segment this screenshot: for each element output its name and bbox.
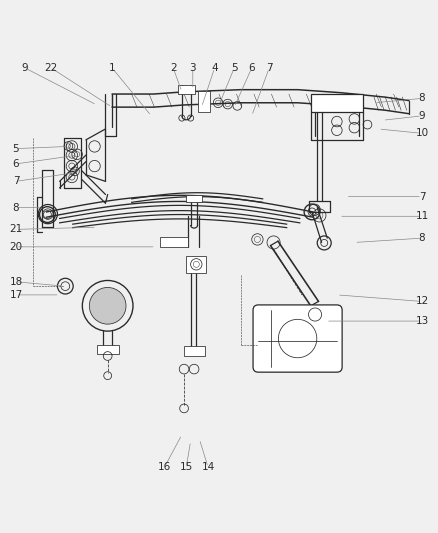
Text: 22: 22 bbox=[44, 63, 57, 73]
Circle shape bbox=[90, 288, 125, 323]
Text: 1: 1 bbox=[109, 63, 115, 73]
FancyBboxPatch shape bbox=[160, 237, 188, 247]
FancyBboxPatch shape bbox=[97, 345, 119, 354]
FancyBboxPatch shape bbox=[311, 94, 363, 111]
FancyBboxPatch shape bbox=[177, 85, 195, 94]
Text: 18: 18 bbox=[9, 277, 23, 287]
Text: 2: 2 bbox=[170, 63, 177, 73]
Text: 6: 6 bbox=[13, 159, 19, 169]
Text: 14: 14 bbox=[201, 462, 215, 472]
Text: 7: 7 bbox=[13, 176, 19, 187]
Text: 15: 15 bbox=[180, 462, 193, 472]
Text: 21: 21 bbox=[9, 224, 23, 235]
FancyBboxPatch shape bbox=[253, 305, 342, 372]
Text: 11: 11 bbox=[415, 211, 429, 221]
Text: 4: 4 bbox=[211, 63, 218, 73]
FancyBboxPatch shape bbox=[198, 91, 210, 111]
Text: 13: 13 bbox=[415, 316, 429, 326]
Text: 7: 7 bbox=[419, 192, 425, 201]
Text: 6: 6 bbox=[248, 63, 255, 73]
Text: 8: 8 bbox=[419, 93, 425, 103]
Text: 16: 16 bbox=[158, 462, 171, 472]
Text: 7: 7 bbox=[266, 63, 272, 73]
Text: 8: 8 bbox=[13, 203, 19, 213]
Text: 9: 9 bbox=[21, 63, 28, 73]
Text: 12: 12 bbox=[415, 296, 429, 306]
Text: 5: 5 bbox=[231, 63, 237, 73]
Text: 8: 8 bbox=[419, 233, 425, 243]
FancyBboxPatch shape bbox=[186, 256, 206, 273]
FancyBboxPatch shape bbox=[184, 346, 205, 356]
FancyBboxPatch shape bbox=[186, 195, 202, 202]
Text: 10: 10 bbox=[416, 128, 429, 139]
Text: 9: 9 bbox=[419, 111, 425, 121]
Text: 20: 20 bbox=[9, 242, 22, 252]
Text: 5: 5 bbox=[13, 143, 19, 154]
Text: 3: 3 bbox=[190, 63, 196, 73]
Text: 17: 17 bbox=[9, 290, 23, 300]
